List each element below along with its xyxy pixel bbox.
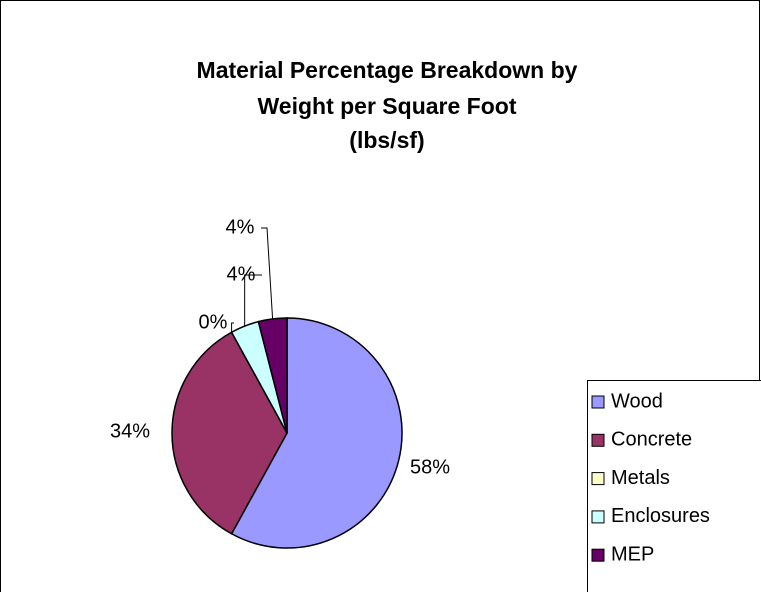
- legend-label: Enclosures: [611, 505, 710, 527]
- data-label: 58%: [410, 456, 450, 478]
- data-label: 34%: [110, 420, 150, 442]
- legend-swatch: [591, 548, 605, 562]
- legend-label: Metals: [611, 467, 670, 489]
- pie-slice: [171, 331, 288, 535]
- leader-line: [231, 322, 234, 333]
- data-label: 0%: [199, 311, 228, 333]
- legend-swatch: [591, 433, 605, 447]
- chart-title: Material Percentage Breakdown by: [197, 57, 578, 83]
- chart-title: (lbs/sf): [349, 127, 424, 153]
- legend-label: Wood: [611, 390, 663, 412]
- legend-box: [587, 380, 761, 592]
- legend-swatch: [591, 472, 605, 486]
- chart-title: Weight per Square Foot: [258, 93, 517, 119]
- leader-line: [244, 274, 262, 327]
- pie-slice: [230, 317, 403, 549]
- legend-swatch: [591, 395, 605, 409]
- leader-line: [261, 227, 274, 319]
- legend-label: Concrete: [611, 429, 692, 451]
- data-label: 4%: [226, 216, 255, 238]
- legend-label: MEP: [611, 543, 654, 565]
- pie-slice: [257, 317, 288, 434]
- data-label: 4%: [227, 263, 256, 285]
- legend-swatch: [591, 510, 605, 524]
